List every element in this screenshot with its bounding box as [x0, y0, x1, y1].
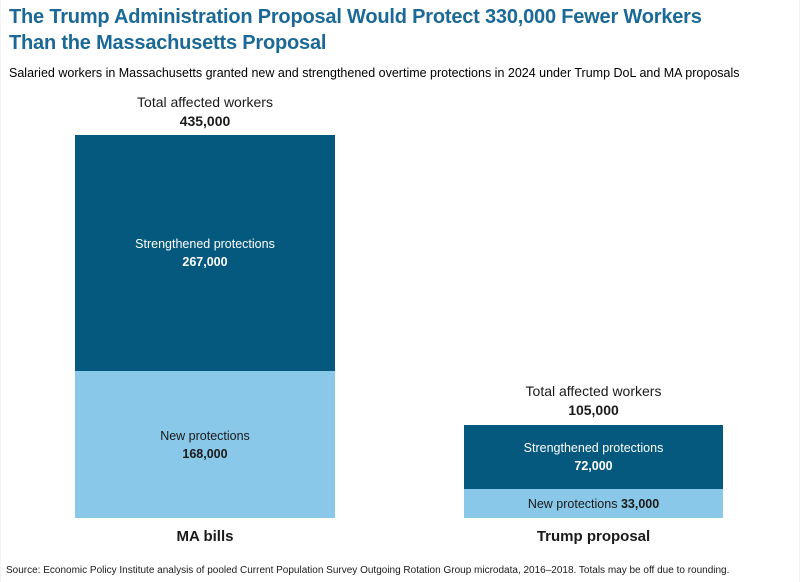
segment-label: Strengthened protections 72,000	[524, 439, 664, 475]
category-label-trump-proposal: Trump proposal	[536, 528, 651, 545]
total-label-text: Total affected workers	[525, 383, 662, 399]
source-note: Source: Economic Policy Institute analys…	[6, 565, 730, 576]
chart-title-line2: Than the Massachusetts Proposal	[9, 32, 327, 54]
category-label-ma-bills: MA bills	[176, 528, 234, 545]
total-value: 435,000	[179, 113, 231, 129]
bar-segment-trump-new: New protections 33,000	[464, 489, 723, 518]
segment-label: Strengthened protections 267,000	[135, 235, 275, 271]
bar-segment-ma-strengthened: Strengthened protections 267,000	[75, 135, 335, 371]
bar-ma-bills: Strengthened protections 267,000 New pro…	[75, 135, 335, 518]
chart-title: The Trump Administration Proposal Would …	[9, 4, 793, 56]
segment-name: Strengthened protections	[135, 237, 275, 251]
total-label-ma-bills: Total affected workers 435,000	[75, 93, 335, 131]
segment-label: New protections 33,000	[528, 495, 659, 513]
segment-name: Strengthened protections	[523, 441, 664, 455]
bar-segment-ma-new: New protections 168,000	[75, 371, 335, 518]
chart-title-line1: The Trump Administration Proposal Would …	[9, 6, 702, 28]
segment-value: 72,000	[574, 459, 613, 473]
segment-name: New protections	[160, 428, 250, 443]
segment-name: New protections	[527, 496, 618, 511]
segment-label: New protections 168,000	[160, 427, 250, 463]
total-value: 105,000	[568, 402, 619, 418]
segment-value: 33,000	[620, 496, 660, 511]
total-label-trump-proposal: Total affected workers 105,000	[464, 382, 723, 420]
segment-value: 267,000	[182, 255, 228, 269]
segment-value: 168,000	[182, 446, 228, 461]
chart-subtitle: Salaried workers in Massachusetts grante…	[9, 66, 740, 80]
bar-segment-trump-strengthened: Strengthened protections 72,000	[464, 425, 723, 489]
total-label-text: Total affected workers	[137, 94, 273, 110]
bar-trump-proposal: Strengthened protections 72,000 New prot…	[464, 425, 723, 518]
